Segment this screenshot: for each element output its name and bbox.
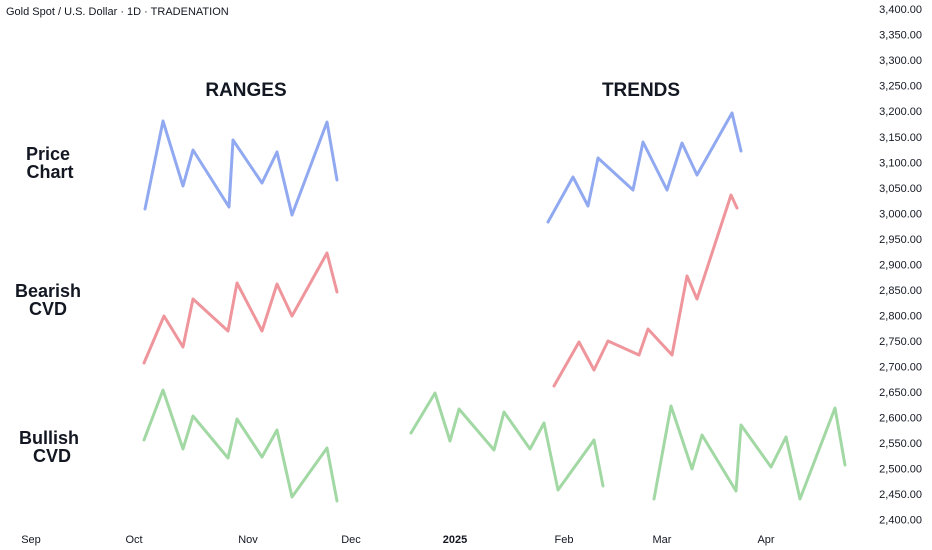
y-tick-label: 2,750.00 <box>879 336 922 348</box>
drawing <box>142 388 339 503</box>
annotation: TRENDS <box>602 80 680 101</box>
drawing <box>546 111 743 224</box>
y-tick-label: 2,950.00 <box>879 234 922 246</box>
y-tick-label: 2,500.00 <box>879 464 922 476</box>
y-tick-label: 3,200.00 <box>879 106 922 118</box>
annotation: CVD <box>29 299 67 319</box>
y-tick-label: 3,300.00 <box>879 55 922 67</box>
y-tick-label: 3,250.00 <box>879 81 922 93</box>
drawings <box>142 111 847 503</box>
annotation: CVD <box>33 446 71 466</box>
y-tick-label: 2,850.00 <box>879 285 922 297</box>
y-tick-label: 2,900.00 <box>879 259 922 271</box>
x-tick-label: Apr <box>757 534 774 546</box>
x-tick-label: Sep <box>21 534 41 546</box>
y-tick-label: 2,550.00 <box>879 438 922 450</box>
y-tick-label: 2,650.00 <box>879 387 922 399</box>
chart-title: Gold Spot / U.S. Dollar · 1D · TRADENATI… <box>6 6 229 18</box>
x-tick-label: Mar <box>653 534 672 546</box>
annotation: Bullish <box>19 428 79 448</box>
y-tick-label: 3,000.00 <box>879 208 922 220</box>
y-tick-label: 2,800.00 <box>879 310 922 322</box>
y-tick-label: 3,400.00 <box>879 4 922 16</box>
drawing <box>652 404 847 501</box>
drawing <box>143 119 339 217</box>
drawing <box>552 193 739 388</box>
annotation: RANGES <box>205 80 286 101</box>
drawing <box>142 251 339 365</box>
x-tick-label: Dec <box>341 534 361 546</box>
y-tick-label: 3,050.00 <box>879 183 922 195</box>
annotation: Chart <box>26 162 73 182</box>
y-tick-label: 2,600.00 <box>879 413 922 425</box>
y-tick-label: 3,100.00 <box>879 157 922 169</box>
y-tick-label: 2,450.00 <box>879 489 922 501</box>
x-tick-label: Feb <box>555 534 574 546</box>
y-tick-label: 3,150.00 <box>879 132 922 144</box>
drawing <box>409 391 605 492</box>
x-tick-label: 2025 <box>443 534 467 546</box>
annotation: Price <box>26 144 70 164</box>
y-tick-label: 3,350.00 <box>879 30 922 42</box>
annotation: Bearish <box>15 281 81 301</box>
y-tick-label: 2,400.00 <box>879 515 922 527</box>
y-tick-label: 2,700.00 <box>879 362 922 374</box>
x-tick-label: Nov <box>238 534 258 546</box>
x-tick-label: Oct <box>125 534 142 546</box>
